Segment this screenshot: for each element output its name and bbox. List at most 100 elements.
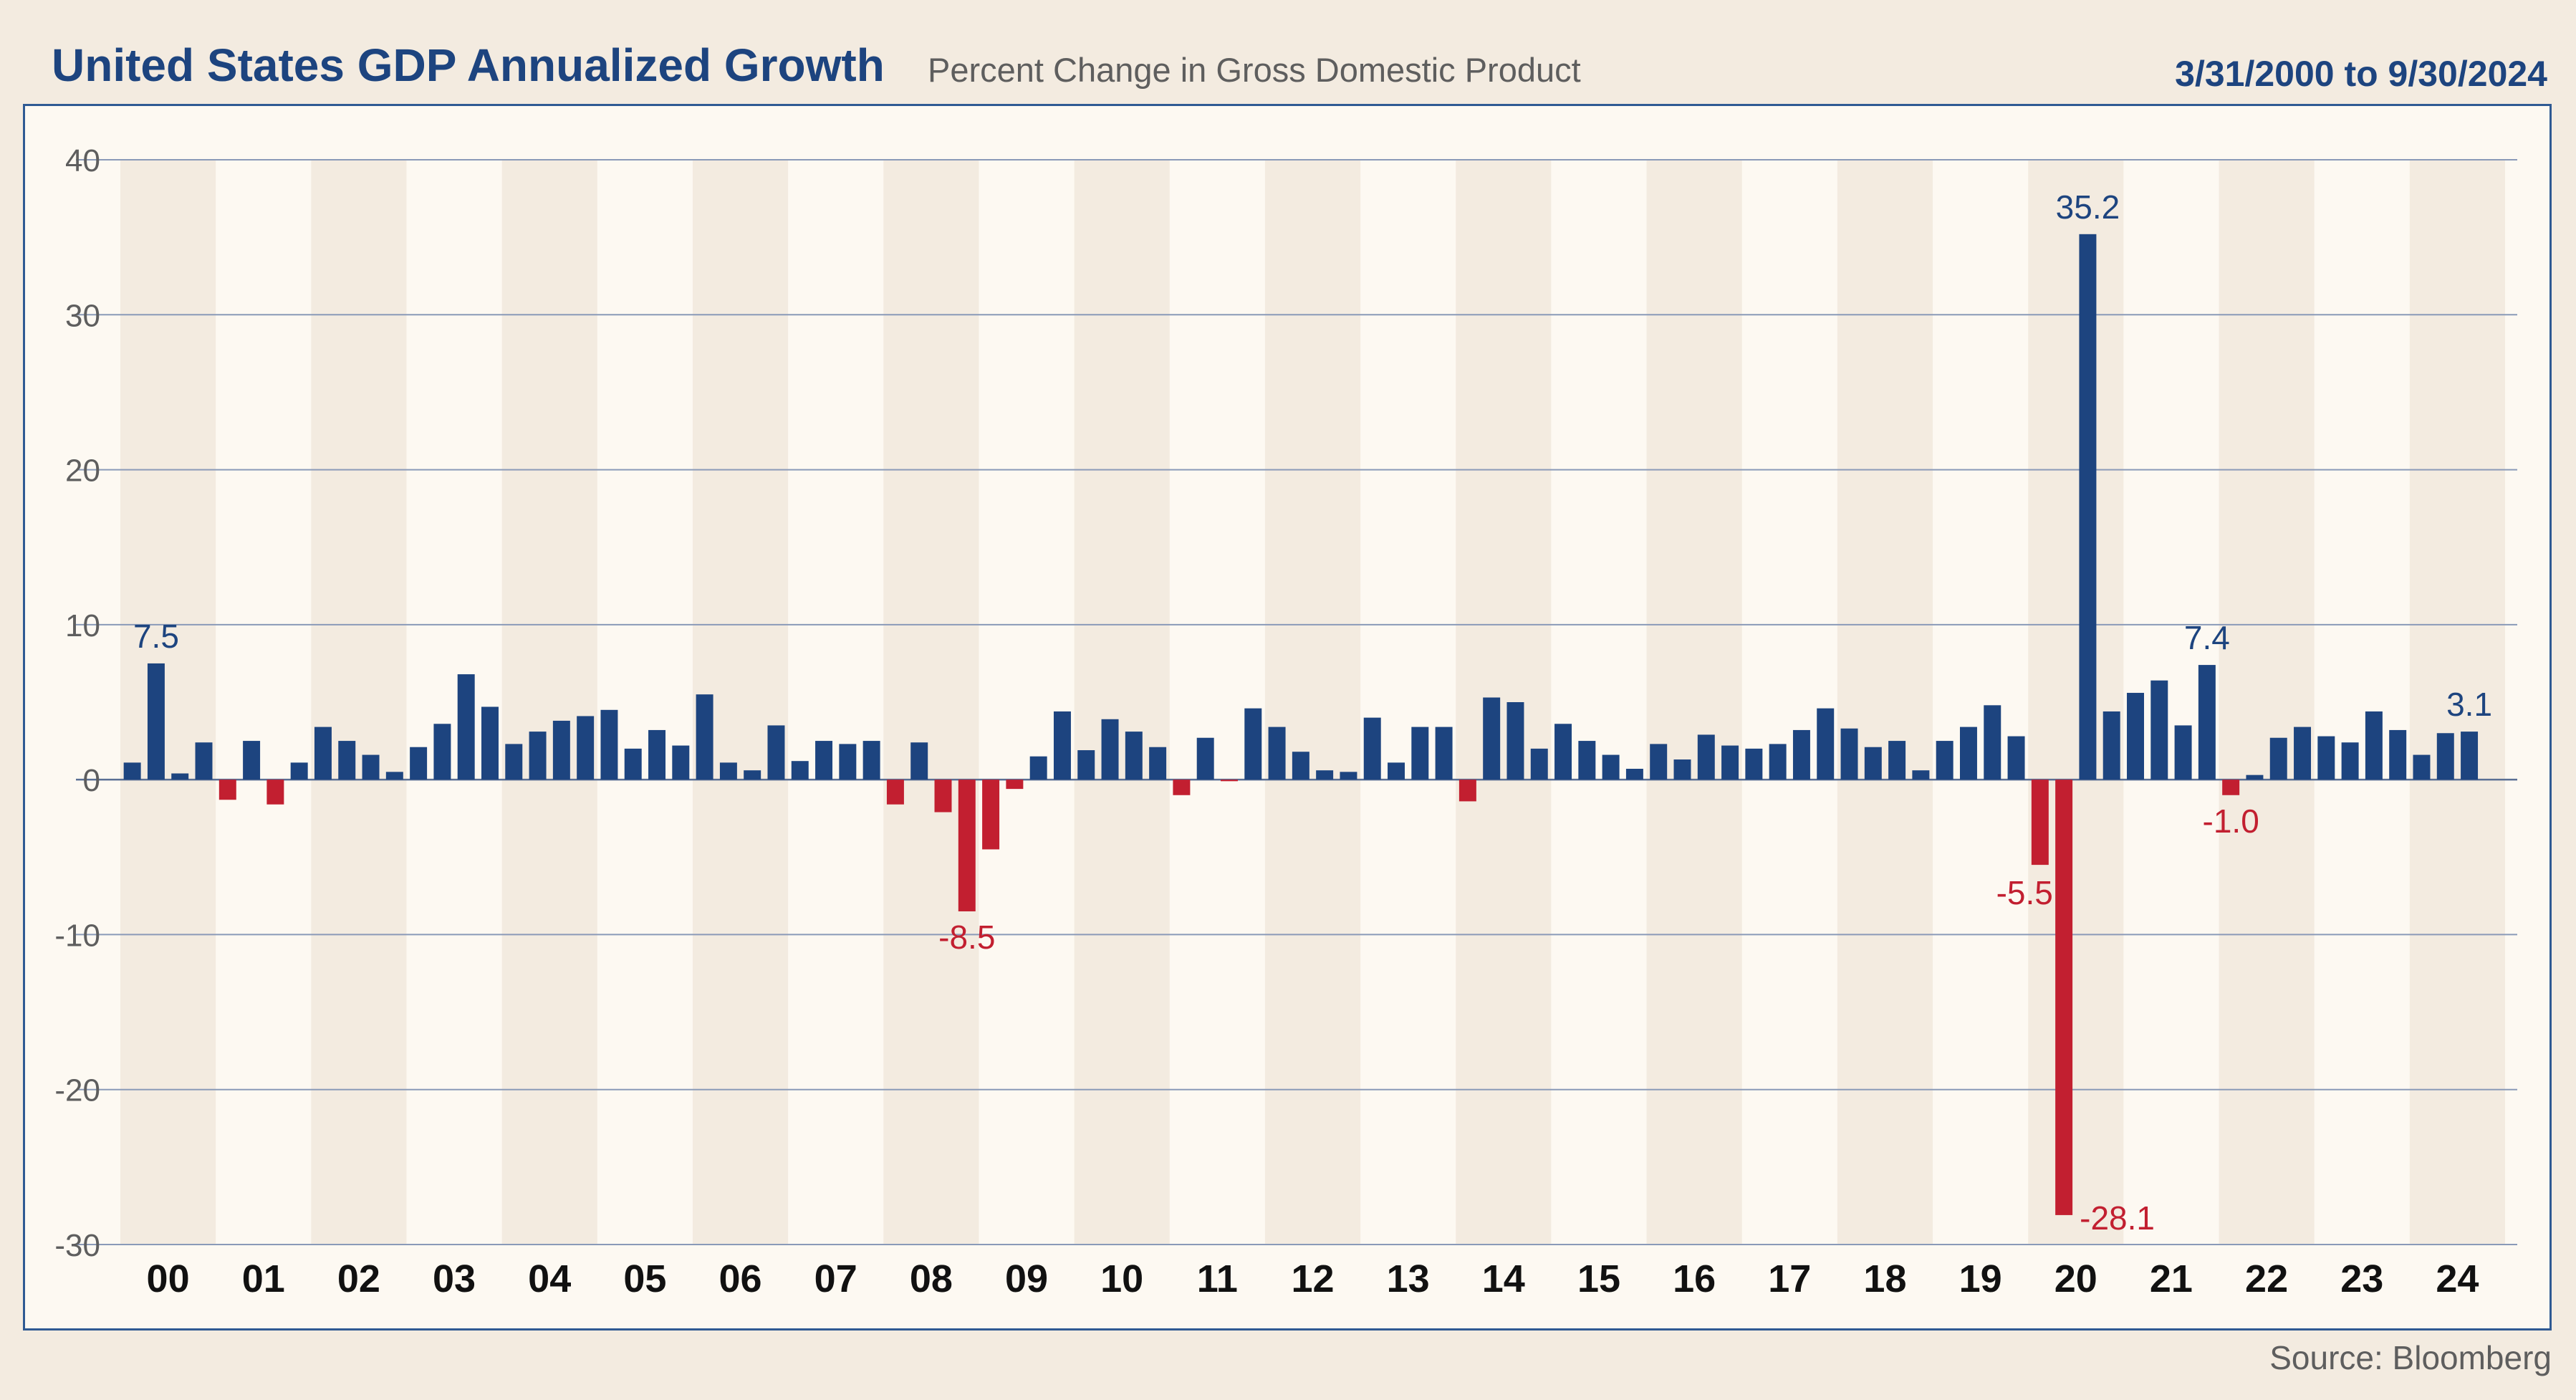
x-tick-label: 17 [1768, 1257, 1811, 1300]
bar [1244, 708, 1262, 780]
bar [1602, 754, 1620, 780]
bar [1912, 770, 1930, 780]
y-axis-tick-labels: 40 30 20 10 0 -10 -20 -30 [54, 143, 100, 1263]
x-tick-label: 10 [1100, 1257, 1143, 1300]
x-tick-label: 23 [2340, 1257, 2383, 1300]
x-tick-label: 09 [1005, 1257, 1048, 1300]
x-tick-label: 11 [1197, 1257, 1238, 1300]
bar [1745, 748, 1763, 780]
bar [2222, 780, 2240, 795]
bar [195, 742, 213, 780]
bar [410, 747, 428, 780]
bar [934, 780, 952, 812]
bars [123, 234, 2479, 1215]
bar [1388, 762, 1405, 780]
bar [314, 727, 332, 780]
x-tick-label: 08 [910, 1257, 953, 1300]
year-stripe [1837, 160, 1933, 1245]
bar [1864, 747, 1882, 780]
bar [266, 780, 284, 805]
data-label: 3.1 [2446, 686, 2492, 723]
bar [1006, 780, 1024, 790]
bar [2127, 693, 2144, 780]
bar [338, 741, 356, 780]
x-tick-label: 22 [2245, 1257, 2288, 1300]
bar [600, 709, 618, 780]
bar [719, 762, 737, 780]
bar [767, 725, 785, 780]
y-tick-label: 30 [65, 298, 100, 333]
bar [2246, 775, 2264, 780]
bar [1173, 780, 1191, 795]
data-label: 35.2 [2056, 188, 2120, 226]
bar [1268, 727, 1286, 780]
bar [1458, 780, 1476, 802]
x-tick-label: 12 [1291, 1257, 1334, 1300]
x-tick-label: 18 [1863, 1257, 1906, 1300]
year-stripe [2028, 160, 2124, 1245]
bar [290, 762, 308, 780]
y-tick-label: -30 [54, 1228, 100, 1263]
bar [147, 663, 165, 780]
bar [2413, 754, 2431, 780]
bar [1888, 741, 1906, 780]
x-tick-label: 05 [623, 1257, 666, 1300]
x-tick-label: 24 [2436, 1257, 2479, 1300]
bar [433, 724, 451, 780]
year-stripe [1456, 160, 1552, 1245]
chart-title: United States GDP Annualized Growth [52, 39, 885, 91]
bar [1149, 747, 1167, 780]
bar [1650, 744, 1668, 780]
bar [2079, 234, 2097, 780]
x-tick-label: 20 [2054, 1257, 2097, 1300]
bar [1411, 727, 1429, 780]
year-stripe [120, 160, 216, 1245]
bar [1625, 769, 1643, 780]
x-tick-label: 06 [719, 1257, 762, 1300]
bar [1769, 744, 1787, 780]
bar [1363, 717, 1381, 780]
bar [791, 761, 809, 780]
data-label: 7.5 [133, 618, 179, 655]
bar [2198, 665, 2216, 780]
year-stripe [1264, 160, 1361, 1245]
bar [2365, 711, 2383, 780]
bar [815, 741, 833, 780]
bar [2269, 737, 2287, 780]
bar [1721, 745, 1739, 780]
bar [1221, 780, 1238, 782]
bar [243, 741, 261, 780]
x-tick-label: 07 [814, 1257, 857, 1300]
bar [1936, 741, 1953, 780]
bar [2174, 725, 2192, 780]
bar [2294, 727, 2312, 780]
bar [385, 772, 403, 780]
x-tick-label: 02 [337, 1257, 380, 1300]
x-tick-label: 01 [242, 1257, 285, 1300]
data-label: -28.1 [2080, 1199, 2155, 1237]
y-tick-label: 20 [65, 454, 100, 489]
bar [1196, 737, 1214, 780]
bar [1506, 702, 1524, 780]
source-note: Source: Bloomberg [2269, 1339, 2552, 1376]
bar [1554, 724, 1572, 780]
bar [648, 729, 666, 780]
data-label: 7.4 [2184, 619, 2230, 656]
bar [1673, 759, 1691, 780]
y-tick-label: 40 [65, 143, 100, 178]
bar [457, 674, 475, 780]
bar [171, 773, 189, 780]
year-stripe [501, 160, 597, 1245]
bar [2461, 732, 2479, 780]
bar [1578, 741, 1596, 780]
bar [1292, 752, 1309, 780]
bar [886, 780, 904, 805]
bar [2436, 733, 2454, 780]
y-tick-label: -20 [54, 1073, 100, 1108]
year-stripe [1074, 160, 1170, 1245]
bar [2007, 736, 2025, 780]
bar [1435, 727, 1453, 780]
bar [958, 780, 976, 911]
y-tick-label: 10 [65, 608, 100, 643]
bar [2102, 711, 2120, 780]
